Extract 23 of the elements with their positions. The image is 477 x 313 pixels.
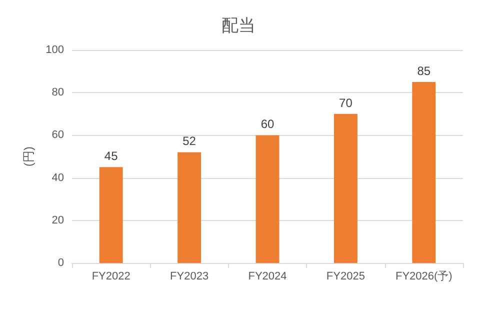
x-tick-label: FY2022 (92, 270, 130, 282)
y-tick-label: 80 (52, 86, 64, 99)
bar (99, 167, 123, 263)
data-label: 70 (339, 96, 353, 110)
bar (178, 152, 202, 263)
x-tick-label: FY2026(予) (395, 270, 452, 282)
bar (334, 114, 358, 263)
y-tick-label: 40 (52, 172, 64, 184)
data-label: 45 (104, 149, 118, 164)
data-label: 52 (182, 134, 196, 148)
data-label: 60 (260, 117, 274, 132)
y-tick-label: 100 (46, 44, 64, 56)
data-label: 85 (417, 64, 431, 78)
y-tick-label: 20 (52, 214, 64, 226)
x-tick-label: FY2025 (326, 270, 365, 282)
chart-title: 配当 (222, 16, 256, 35)
x-tick-label: FY2023 (170, 270, 209, 282)
y-tick-label: 0 (58, 257, 64, 269)
bar (256, 135, 280, 263)
bar (412, 82, 436, 263)
x-tick-label: FY2024 (248, 270, 287, 282)
y-tick-label: 60 (52, 129, 64, 142)
y-axis-title: (円) (22, 146, 36, 166)
